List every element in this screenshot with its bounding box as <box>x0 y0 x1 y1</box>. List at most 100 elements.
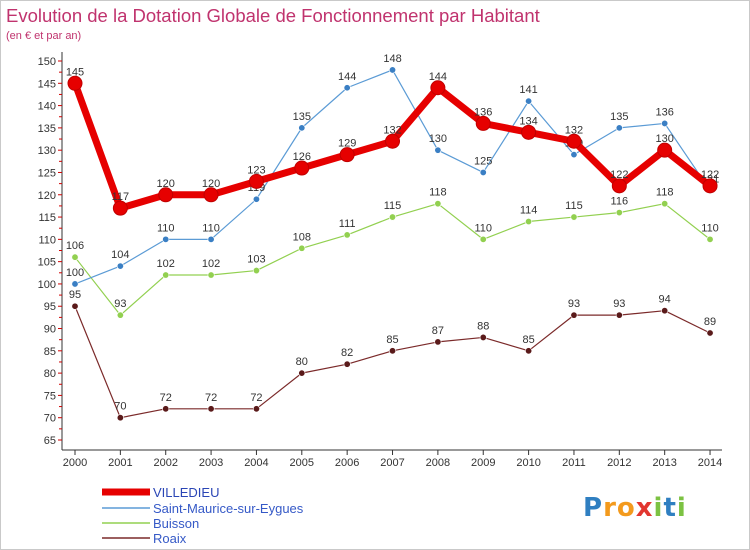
data-point <box>71 302 79 310</box>
data-point <box>252 405 260 413</box>
data-label: 135 <box>610 111 628 123</box>
x-tick-label: 2003 <box>199 457 223 469</box>
data-label: 72 <box>250 392 262 404</box>
data-label: 120 <box>202 178 220 190</box>
data-label: 87 <box>432 325 444 337</box>
y-tick-label: 105 <box>38 257 56 269</box>
y-tick-label: 120 <box>38 190 56 202</box>
data-point <box>298 369 306 377</box>
x-tick-label: 2006 <box>335 457 359 469</box>
x-tick-label: 2011 <box>562 457 586 469</box>
axes: 6570758085909510010511011512012513013514… <box>38 52 722 469</box>
y-tick-label: 125 <box>38 167 56 179</box>
data-point <box>706 329 714 337</box>
series-roaix: 95 70 72 72 72 80 82 85 87 88 85 93 93 94 89 <box>69 289 716 422</box>
y-tick-label: 95 <box>44 301 56 313</box>
data-point <box>570 311 578 319</box>
data-point <box>430 80 446 96</box>
y-tick-label: 150 <box>38 56 56 68</box>
data-point <box>343 84 351 92</box>
data-point <box>343 360 351 368</box>
data-label: 70 <box>114 401 126 413</box>
data-label: 95 <box>69 289 81 301</box>
data-point <box>162 405 170 413</box>
x-tick-label: 2013 <box>652 457 676 469</box>
data-label: 110 <box>474 222 492 234</box>
x-tick-label: 2007 <box>380 457 404 469</box>
data-label: 141 <box>519 84 537 96</box>
data-label: 93 <box>114 298 126 310</box>
data-point <box>298 124 306 132</box>
data-label: 136 <box>656 106 674 118</box>
x-tick-label: 2014 <box>698 457 722 469</box>
data-label: 130 <box>656 133 674 145</box>
data-label: 102 <box>157 258 175 270</box>
data-label: 82 <box>341 347 353 359</box>
data-point <box>71 253 79 261</box>
y-tick-label: 100 <box>38 279 56 291</box>
data-label: 93 <box>568 298 580 310</box>
data-label: 125 <box>474 155 492 167</box>
data-point <box>207 271 215 279</box>
data-point <box>611 178 627 194</box>
data-label: 118 <box>656 187 674 199</box>
data-point <box>479 333 487 341</box>
data-point <box>252 195 260 203</box>
x-tick-label: 2004 <box>244 457 268 469</box>
legend-label: Roaix <box>153 531 187 546</box>
chart-subtitle: (en € et par an) <box>6 30 81 42</box>
data-point <box>385 133 401 149</box>
data-label: 145 <box>66 66 84 78</box>
data-label: 148 <box>383 53 401 65</box>
data-label: 94 <box>659 294 671 306</box>
data-point <box>339 147 355 163</box>
data-point <box>67 75 83 91</box>
data-point <box>525 218 533 226</box>
data-label: 88 <box>477 320 489 332</box>
data-label: 144 <box>429 71 447 83</box>
data-label: 110 <box>701 222 719 234</box>
legend: VILLEDIEUSaint-Maurice-sur-EyguesBuisson… <box>102 485 304 546</box>
data-point <box>521 124 537 140</box>
x-tick-label: 2010 <box>516 457 540 469</box>
legend-label: VILLEDIEU <box>153 485 219 500</box>
data-label: 80 <box>296 356 308 368</box>
data-label: 85 <box>522 334 534 346</box>
data-point <box>389 213 397 221</box>
data-point <box>389 347 397 355</box>
data-point <box>71 280 79 288</box>
data-label: 136 <box>474 106 492 118</box>
data-label: 122 <box>610 169 628 181</box>
data-label: 116 <box>611 196 629 208</box>
data-point <box>207 405 215 413</box>
data-label: 122 <box>701 169 719 181</box>
data-point <box>434 338 442 346</box>
data-label: 123 <box>247 164 265 176</box>
data-label: 120 <box>157 178 175 190</box>
y-tick-label: 135 <box>38 123 56 135</box>
data-point <box>252 267 260 275</box>
data-label: 132 <box>565 124 583 136</box>
data-label: 100 <box>66 267 84 279</box>
data-point <box>116 262 124 270</box>
data-point <box>343 231 351 239</box>
data-point <box>162 235 170 243</box>
y-tick-label: 75 <box>44 390 56 402</box>
data-point <box>657 142 673 158</box>
data-label: 129 <box>338 138 356 150</box>
data-label: 85 <box>386 334 398 346</box>
y-tick-label: 70 <box>44 413 56 425</box>
y-tick-label: 65 <box>44 435 56 447</box>
data-point <box>570 213 578 221</box>
data-point <box>112 200 128 216</box>
data-label: 134 <box>519 115 537 127</box>
data-point <box>207 235 215 243</box>
data-label: 93 <box>613 298 625 310</box>
data-label: 102 <box>202 258 220 270</box>
x-tick-label: 2009 <box>471 457 495 469</box>
data-label: 144 <box>338 71 356 83</box>
data-label: 126 <box>293 151 311 163</box>
data-point <box>475 115 491 131</box>
